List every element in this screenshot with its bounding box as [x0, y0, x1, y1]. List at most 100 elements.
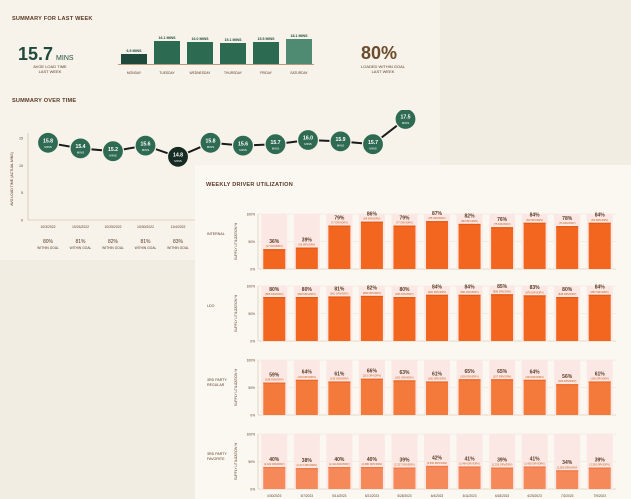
load-time-point — [361, 133, 385, 156]
weekly-utilization-title: WEEKLY DRIVER UTILIZATION — [206, 182, 293, 188]
load-time-point — [134, 134, 157, 157]
util-bar-percent: 59% — [269, 372, 280, 378]
util-bar-cap — [263, 382, 286, 384]
util-bar-sub: (201 DRV/DRV) — [395, 375, 413, 379]
util-y-tick: 100% — [247, 432, 256, 436]
util-bar-percent: 84% — [595, 285, 606, 291]
daily-bar — [121, 54, 147, 64]
util-bar-sub: (846 DRV/DRV) — [395, 292, 413, 296]
util-bar-sub: (2,500 DRV/DRV) — [427, 461, 448, 465]
util-bar-cap — [328, 381, 351, 383]
x-tick-label: 10/24/2022 — [72, 225, 89, 229]
point-unit: MINS — [272, 146, 280, 150]
util-bar-percent: 80% — [562, 287, 573, 293]
util-bar-sub: (75 DRV/DRV) — [494, 222, 511, 226]
util-bar-sub: (2,271 DRV/DRV) — [297, 463, 318, 467]
util-bar-cap — [588, 381, 611, 383]
util-bar-sub: (77 DRV/DRV) — [396, 221, 413, 225]
load-time-point — [199, 131, 222, 154]
util-y-label: SUPPLY UTILIZATION % — [234, 223, 238, 260]
util-bar-cap — [556, 226, 579, 228]
util-bar-cap — [263, 249, 286, 251]
util-bar-percent: 65% — [497, 369, 508, 375]
util-bar-percent: 61% — [432, 371, 443, 377]
util-bar-percent: 80% — [302, 287, 313, 293]
load-time-point — [101, 140, 125, 163]
util-group-label-2: FAVORITE — [207, 457, 225, 461]
util-bar — [360, 295, 383, 341]
util-bar-cap — [360, 221, 383, 223]
point-unit: MINS — [174, 159, 182, 163]
util-x-tick: 5/21/2023 — [365, 494, 379, 498]
util-bar-percent: 84% — [465, 285, 476, 291]
y-tick-label: 0 — [21, 219, 23, 223]
util-bar-cap — [426, 381, 448, 383]
util-y-tick: 0% — [250, 267, 255, 271]
x-tick-label: 10/25/2022 — [105, 225, 122, 229]
util-bar-cap — [556, 297, 579, 299]
util-bar-sub: (2,327 DRV/DRV) — [394, 463, 415, 467]
load-time-point — [329, 130, 352, 153]
util-x-tick: 6/11/2023 — [463, 494, 477, 498]
util-bar — [491, 227, 514, 269]
util-y-tick: 50% — [248, 312, 255, 316]
point-unit: MINS — [402, 121, 410, 125]
util-bar-percent: 42% — [432, 456, 443, 462]
util-bar — [295, 468, 318, 489]
x-tick-label: 10/3/2022 — [40, 225, 55, 229]
util-bar-sub: (18 DRV/DRV) — [298, 243, 315, 247]
daily-day-label: SATURDAY — [290, 71, 308, 75]
point-unit: MINS — [44, 145, 52, 149]
util-bar — [491, 379, 514, 415]
util-y-tick: 0% — [250, 413, 255, 417]
point-value: 15.2 — [108, 147, 118, 153]
util-bar-cap — [556, 384, 579, 386]
util-bar-sub: (17 DRV/DRV) — [266, 244, 283, 248]
util-bar-cap — [588, 294, 611, 296]
util-bar-cap — [426, 221, 448, 223]
util-x-tick: 5/14/2023 — [332, 494, 346, 498]
util-bar-cap — [426, 294, 448, 296]
daily-bar-label: 16.0 MINS — [191, 36, 209, 41]
util-bar-cap — [491, 227, 514, 229]
util-bar-sub: (2,350 DRV/DRV) — [589, 463, 610, 467]
util-bar-sub: (207 DRV/DRV) — [493, 374, 511, 378]
util-bar-percent: 86% — [367, 212, 378, 218]
load-time-point — [69, 137, 92, 160]
point-unit: MINS — [304, 142, 312, 146]
util-group-label: 3RD PARTY — [207, 378, 227, 382]
util-bar-sub: (84 DRV/DRV) — [363, 217, 380, 221]
util-bar-sub: (204 DRV/DRV) — [298, 375, 316, 379]
util-bar-cap — [360, 378, 383, 380]
util-bar-sub: (195 DRV/DRV) — [330, 376, 348, 380]
util-bar-percent: 39% — [399, 457, 410, 463]
util-bar-percent: 78% — [562, 216, 573, 222]
util-bar — [426, 465, 448, 489]
util-bar-sub: (82 DRV/DRV) — [526, 218, 543, 222]
util-bar-percent: 41% — [465, 456, 476, 462]
util-x-tick: 7/9/2023 — [594, 494, 607, 498]
util-bar-cap — [360, 467, 383, 469]
util-bar-sub: (76 DRV/DRV) — [559, 221, 576, 225]
util-bar-cap — [393, 380, 416, 382]
util-bar-cap — [295, 468, 318, 470]
util-bar-cap — [393, 467, 416, 469]
util-bar-sub: (180 DRV/DRV) — [558, 379, 576, 383]
util-bar — [556, 297, 579, 341]
util-bar-percent: 39% — [595, 457, 606, 463]
util-y-label: SUPPLY UTILIZATION % — [234, 369, 238, 406]
util-bar-percent: 80% — [399, 287, 410, 293]
util-bar-cap — [491, 467, 514, 469]
util-x-tick: 6/4/2023 — [431, 494, 444, 498]
util-bar — [458, 294, 481, 341]
y-tick-label: 15 — [19, 137, 23, 141]
point-value: 14.8 — [173, 153, 183, 159]
point-value: 15.4 — [75, 144, 85, 150]
util-bar-sub: (868 DRV/DRV) — [363, 291, 381, 295]
daily-day-label: TUESDAY — [159, 71, 175, 75]
util-bar-cap — [458, 466, 481, 468]
util-bar — [393, 467, 416, 489]
point-value: 15.6 — [140, 141, 150, 147]
util-bar-percent: 87% — [432, 211, 443, 217]
daily-bar — [286, 38, 312, 64]
